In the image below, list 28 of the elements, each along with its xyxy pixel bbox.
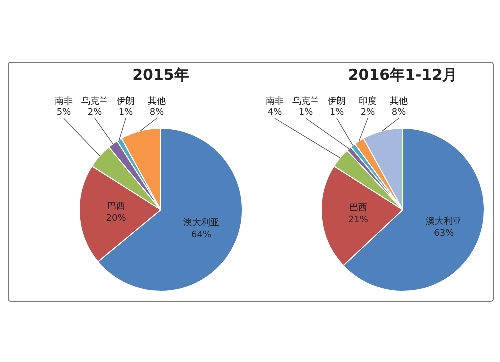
data-label: 1% — [118, 108, 134, 118]
slice-label: 巴西 — [107, 202, 126, 212]
data-label: 20% — [106, 214, 127, 224]
chart-title: 2016年1-12月 — [348, 66, 458, 84]
slice-label: 其他 — [390, 96, 408, 107]
data-label: 5% — [56, 108, 72, 118]
slice-label: 乌克兰 — [82, 96, 108, 107]
slice-label: 伊朗 — [328, 96, 346, 107]
data-label: 63% — [434, 229, 455, 240]
slice-label: 巴西 — [349, 204, 368, 214]
slice-label: 印度 — [359, 96, 377, 107]
chart-title: 2015年 — [132, 66, 190, 84]
slice-label: 南非 — [55, 96, 73, 107]
data-label: 1% — [298, 108, 314, 118]
data-label: 2% — [88, 108, 103, 118]
data-label: 8% — [392, 108, 407, 118]
slice-label: 伊朗 — [117, 96, 135, 107]
slice-label: 其他 — [148, 96, 166, 107]
data-label: 1% — [330, 108, 345, 118]
data-label: 4% — [268, 108, 283, 118]
slice-label: 澳大利亚 — [426, 216, 462, 228]
slice-label: 南非 — [266, 96, 284, 107]
data-label: 8% — [150, 108, 165, 118]
data-label: 64% — [192, 230, 212, 240]
data-label: 2% — [360, 108, 376, 118]
slice-label: 乌克兰 — [292, 96, 320, 107]
data-label: 21% — [348, 216, 369, 226]
slice-label: 澳大利亚 — [184, 217, 220, 228]
